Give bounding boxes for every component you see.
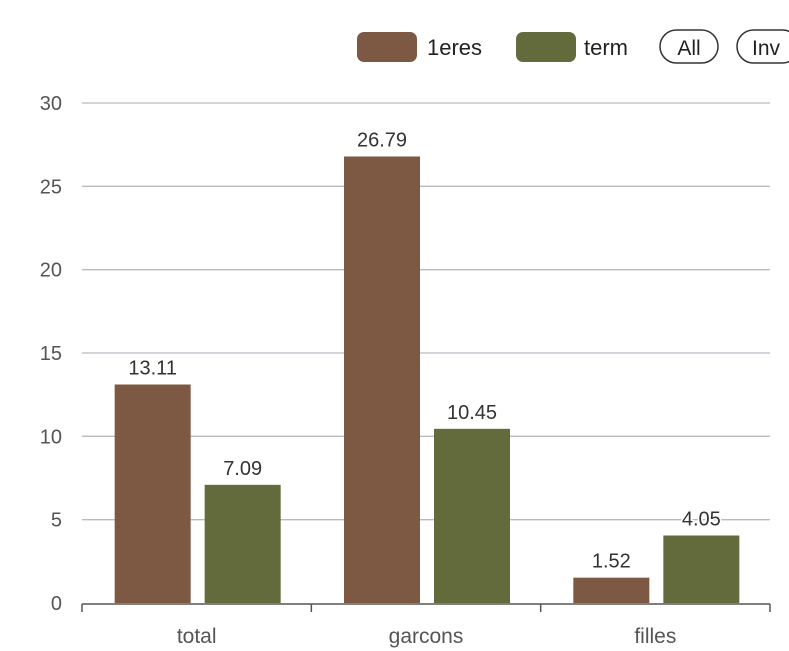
bar[interactable] (344, 156, 420, 604)
bar[interactable] (114, 384, 191, 604)
legend-button-label[interactable]: Inv (752, 37, 781, 60)
x-tick-label: garcons (389, 625, 464, 648)
legend-swatch[interactable] (516, 32, 576, 62)
y-tick-label: 10 (40, 426, 62, 448)
data-label: 7.09 (223, 458, 262, 480)
data-labels: 13.11 7.09 26.79 10.45 1.52 4.05 (127, 128, 722, 574)
grid-lines (82, 102, 770, 521)
data-label: 10.45 (447, 402, 497, 424)
y-tick-label: 30 (40, 93, 62, 115)
legend-button[interactable] (736, 29, 789, 64)
x-tick-label: filles (634, 625, 676, 648)
x-axis: total garcons filles (81, 603, 771, 648)
bar[interactable] (573, 577, 650, 603)
y-tick-label: 0 (51, 593, 62, 615)
bar[interactable] (204, 484, 281, 603)
y-tick-label: 25 (40, 176, 62, 198)
legend-label[interactable]: 1eres (427, 35, 482, 60)
y-tick-label: 5 (51, 510, 62, 532)
legend: 1eres term All Inv (357, 29, 789, 64)
legend-button[interactable] (659, 29, 719, 64)
data-label: 13.11 (128, 358, 177, 380)
y-tick-label: 15 (40, 343, 62, 365)
data-label: 1.52 (592, 551, 631, 573)
y-tick-label: 20 (40, 260, 62, 282)
legend-button-label[interactable]: All (677, 37, 700, 60)
legend-label[interactable]: term (584, 35, 628, 60)
bar[interactable] (434, 428, 510, 603)
y-axis: 0 5 10 15 20 25 30 (40, 93, 62, 615)
data-label: 26.79 (357, 130, 407, 152)
x-tick-label: total (177, 625, 217, 648)
bars (114, 156, 740, 604)
data-label: 4.05 (682, 509, 721, 531)
bar[interactable] (663, 535, 740, 604)
legend-swatch[interactable] (357, 32, 417, 62)
